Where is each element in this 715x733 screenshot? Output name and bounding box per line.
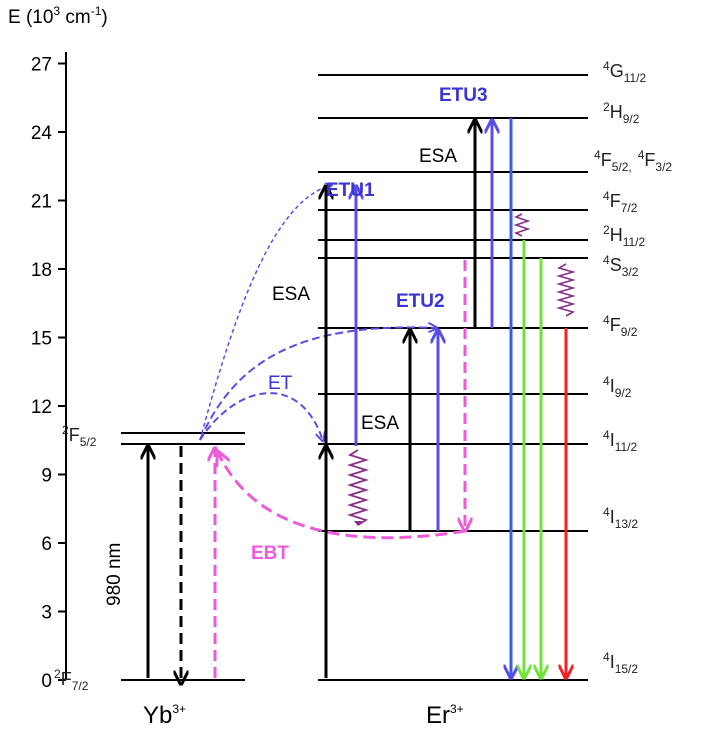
esa-label-3: ESA [419,146,457,167]
wavy-4I11-head [354,521,362,526]
yb-excited-label: 2F5/2 [62,423,97,449]
esa-label-1: ESA [272,284,310,305]
yb-transitions [148,446,215,684]
ebt-transfer-curve [218,452,466,540]
pump-wavelength-label: 980 nm [104,543,125,606]
et-label: ET [268,373,293,394]
er-label-4I13-2: 4I13/2 [603,505,638,531]
yb-levels: 2F7/2 2F5/2 [54,423,245,693]
etu3-label: ETU3 [439,85,488,106]
y-axis-tick-label: 18 [31,260,52,281]
er-label-2H9-2: 2H9/2 [603,100,640,126]
axis-title: E (103 cm-1) [8,4,108,28]
er-label-4F9-2: 4F9/2 [603,313,638,339]
nonradiative-relaxations [346,213,576,526]
ion-labels: Yb3+ Er3+ [143,702,464,729]
etu1-label: ETU1 [326,180,375,201]
et-transfer-curve [199,392,323,441]
er-label-2H11-2: 2H11/2 [603,223,645,249]
wavy-4F7-to-2H11 [513,213,531,237]
er-label-4S3-2: 4S3/2 [603,253,639,279]
process-labels: 980 nm ET EBT ETU1 ETU2 ETU3 ESA ESA ESA [104,85,488,606]
er-levels [318,74,588,681]
yb-ground-label: 2F7/2 [54,667,89,693]
y-axis-tick-label: 3 [41,603,52,624]
y-axis-tick-label: 27 [31,55,52,76]
y-axis-ticks: 0 3 6 9 12 15 18 21 24 27 [31,55,66,692]
wavy-4I11-to-4I13 [346,449,370,526]
y-axis-tick-label: 15 [31,329,52,350]
er-ion-label: Er3+ [426,702,464,729]
y-axis-tick-label: 9 [41,466,52,487]
esa-label-2: ESA [361,413,399,434]
er-label-4I9-2: 4I9/2 [603,374,632,400]
energy-axis: E (103 cm-1) 0 3 6 9 12 15 18 21 24 27 [8,4,108,692]
y-axis-tick-label: 0 [41,671,52,692]
er-transitions [326,118,566,678]
yb-ion-label: Yb3+ [143,702,186,729]
ebt-label: EBT [251,543,289,564]
er-label-4I15-2: 4I15/2 [603,650,638,676]
y-axis-tick-label: 24 [31,123,53,144]
etu1-transfer-curve [199,185,332,441]
er-label-4G11-2: 4G11/2 [603,59,646,85]
wavy-4S3-to-4F9 [556,263,576,317]
er-label-4F7-2: 4F7/2 [603,189,638,215]
y-axis-tick-label: 6 [41,534,52,555]
transfer-curves [199,185,466,540]
er-label-4F5-2-4F3-2: 4F5/2,4F3/2 [594,148,672,174]
etu2-transfer-curve [199,327,437,441]
er-label-4I11-2: 4I11/2 [603,428,637,454]
y-axis-tick-label: 21 [31,192,52,213]
er-level-labels: 4I15/2 4I13/2 4I11/2 4I9/2 4F9/2 4S3/2 2… [594,59,672,676]
etu2-label: ETU2 [396,291,445,312]
y-axis-tick-label: 12 [31,397,52,418]
